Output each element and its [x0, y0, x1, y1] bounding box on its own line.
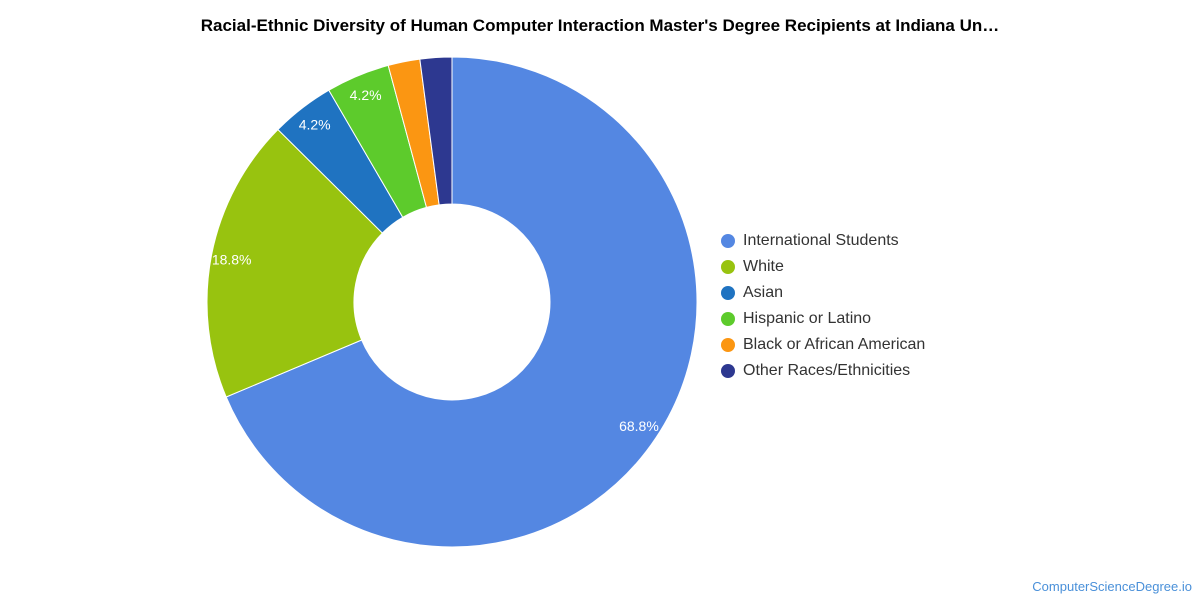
legend-label: Black or African American [743, 336, 926, 353]
legend-item-hispanic-or-latino[interactable]: Hispanic or Latino [721, 306, 925, 332]
source-credit-link[interactable]: ComputerScienceDegree.io [1032, 579, 1192, 594]
legend-swatch [721, 312, 735, 326]
legend-label: Other Races/Ethnicities [743, 362, 911, 379]
legend-item-white[interactable]: White [721, 254, 925, 280]
chart-title: Racial-Ethnic Diversity of Human Compute… [200, 16, 1000, 35]
legend-swatch [721, 234, 735, 248]
legend-swatch [721, 286, 735, 300]
legend-item-asian[interactable]: Asian [721, 280, 925, 306]
donut-slice-international-students[interactable] [225, 56, 698, 548]
data-label-white: 18.8% [212, 251, 252, 267]
donut-slice-other-races-ethnicities[interactable] [419, 56, 453, 206]
donut-slice-white[interactable] [206, 128, 384, 398]
legend-label: White [743, 258, 784, 275]
legend-label: Asian [743, 284, 784, 301]
data-label-hispanic-or-latino: 4.2% [350, 87, 382, 103]
legend-swatch [721, 364, 735, 378]
chart-legend: International Students White Asian Hispanic… [721, 228, 925, 384]
data-label-international-students: 68.8% [619, 418, 659, 434]
legend-label: Hispanic or Latino [743, 310, 872, 327]
legend-label: International Students [743, 232, 899, 249]
data-label-asian: 4.2% [299, 116, 331, 132]
legend-item-black-or-african-american[interactable]: Black or African American [721, 332, 925, 358]
legend-swatch [721, 260, 735, 274]
legend-swatch [721, 338, 735, 352]
legend-item-other-races-ethnicities[interactable]: Other Races/Ethnicities [721, 358, 925, 384]
legend-item-international-students[interactable]: International Students [721, 228, 925, 254]
